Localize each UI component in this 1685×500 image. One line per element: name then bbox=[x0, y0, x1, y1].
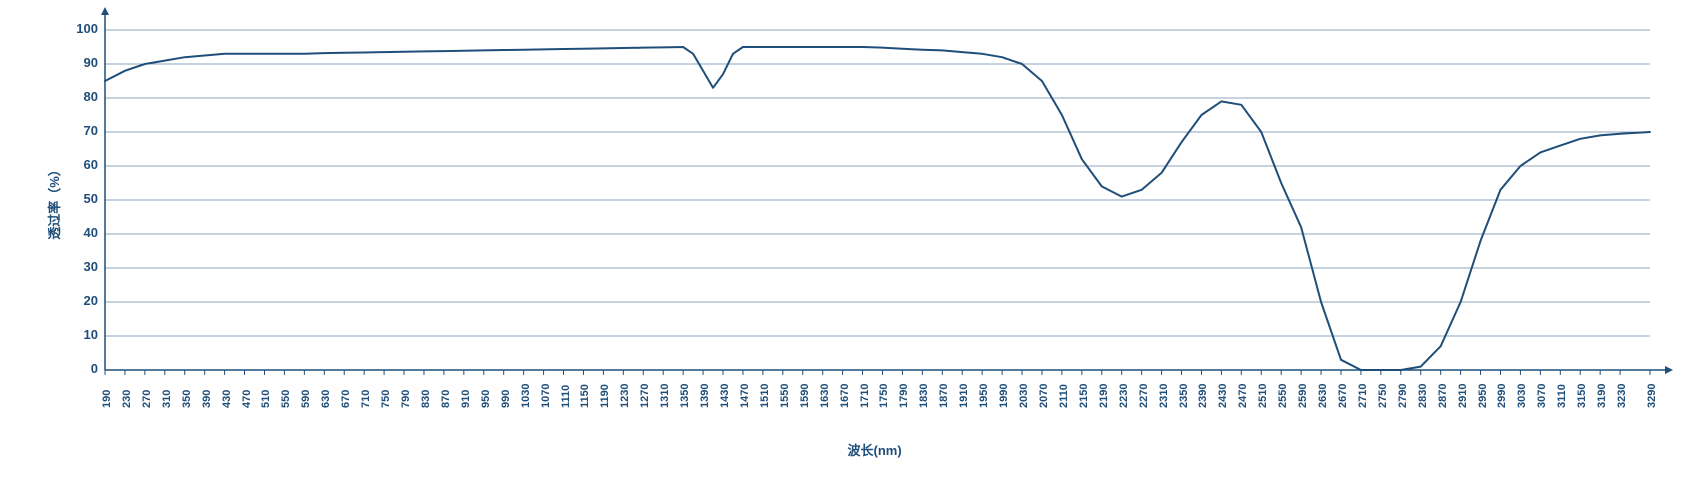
y-tick-label: 40 bbox=[63, 225, 98, 240]
y-tick-label: 90 bbox=[63, 55, 98, 70]
x-tick-label: 3030 bbox=[1516, 384, 1528, 408]
transmittance-line bbox=[105, 47, 1650, 370]
x-tick-label: 2910 bbox=[1457, 384, 1469, 408]
x-tick-label: 270 bbox=[141, 390, 153, 408]
x-tick-label: 1350 bbox=[679, 384, 691, 408]
x-tick-label: 2710 bbox=[1357, 384, 1369, 408]
y-tick-label: 80 bbox=[63, 89, 98, 104]
x-tick-label: 2270 bbox=[1138, 384, 1150, 408]
x-tick-label: 2830 bbox=[1417, 384, 1429, 408]
x-tick-label: 1030 bbox=[520, 384, 532, 408]
x-tick-label: 1750 bbox=[878, 384, 890, 408]
x-tick-label: 1390 bbox=[699, 384, 711, 408]
x-tick-label: 2350 bbox=[1178, 384, 1190, 408]
x-tick-label: 190 bbox=[101, 390, 113, 408]
x-tick-label: 3110 bbox=[1556, 384, 1568, 408]
x-tick-label: 1310 bbox=[659, 384, 671, 408]
y-tick-label: 50 bbox=[63, 191, 98, 206]
x-tick-label: 2990 bbox=[1496, 384, 1508, 408]
x-tick-label: 2030 bbox=[1018, 384, 1030, 408]
x-tick-label: 2630 bbox=[1317, 384, 1329, 408]
y-tick-label: 20 bbox=[63, 293, 98, 308]
x-tick-label: 2870 bbox=[1437, 384, 1449, 408]
x-tick-label: 1070 bbox=[540, 384, 552, 408]
x-tick-label: 870 bbox=[440, 390, 452, 408]
x-tick-label: 750 bbox=[380, 390, 392, 408]
x-tick-label: 910 bbox=[460, 390, 472, 408]
x-tick-label: 1510 bbox=[759, 384, 771, 408]
x-tick-label: 1910 bbox=[958, 384, 970, 408]
x-tick-label: 1630 bbox=[819, 384, 831, 408]
x-tick-label: 3190 bbox=[1596, 384, 1608, 408]
x-tick-label: 1230 bbox=[619, 384, 631, 408]
x-tick-label: 310 bbox=[161, 390, 173, 408]
x-tick-label: 1110 bbox=[560, 385, 572, 408]
x-tick-label: 2750 bbox=[1377, 384, 1389, 408]
chart-svg bbox=[0, 0, 1685, 500]
x-tick-label: 2550 bbox=[1277, 384, 1289, 408]
y-axis-label: 透过率（%） bbox=[44, 163, 63, 240]
x-tick-label: 3070 bbox=[1536, 384, 1548, 408]
y-tick-label: 30 bbox=[63, 259, 98, 274]
x-tick-label: 2110 bbox=[1058, 384, 1070, 408]
x-tick-label: 510 bbox=[260, 390, 272, 408]
x-tick-label: 1670 bbox=[839, 384, 851, 408]
y-tick-label: 100 bbox=[63, 21, 98, 36]
x-tick-label: 550 bbox=[280, 390, 292, 408]
x-tick-label: 2230 bbox=[1118, 384, 1130, 408]
x-tick-label: 2510 bbox=[1257, 384, 1269, 408]
x-tick-label: 950 bbox=[480, 390, 492, 408]
x-tick-label: 2150 bbox=[1078, 384, 1090, 408]
x-tick-label: 1870 bbox=[938, 384, 950, 408]
x-tick-label: 1190 bbox=[599, 384, 611, 408]
x-tick-label: 790 bbox=[400, 390, 412, 408]
x-tick-label: 1590 bbox=[799, 384, 811, 408]
x-tick-label: 1710 bbox=[859, 384, 871, 408]
x-tick-label: 430 bbox=[221, 390, 233, 408]
x-tick-label: 2430 bbox=[1217, 384, 1229, 408]
x-tick-label: 230 bbox=[121, 390, 133, 408]
x-tick-label: 590 bbox=[300, 390, 312, 408]
x-tick-label: 630 bbox=[320, 390, 332, 408]
x-tick-label: 2390 bbox=[1197, 384, 1209, 408]
x-tick-label: 990 bbox=[500, 390, 512, 408]
x-tick-label: 1950 bbox=[978, 384, 990, 408]
x-tick-label: 3150 bbox=[1576, 384, 1588, 408]
x-tick-label: 1550 bbox=[779, 384, 791, 408]
x-tick-label: 2190 bbox=[1098, 384, 1110, 408]
x-tick-label: 2790 bbox=[1397, 384, 1409, 408]
x-tick-label: 1990 bbox=[998, 384, 1010, 408]
x-tick-label: 2590 bbox=[1297, 384, 1309, 408]
x-tick-label: 2670 bbox=[1337, 384, 1349, 408]
x-tick-label: 470 bbox=[241, 390, 253, 408]
x-tick-label: 1470 bbox=[739, 384, 751, 408]
x-tick-label: 1430 bbox=[719, 384, 731, 408]
x-tick-label: 2310 bbox=[1158, 384, 1170, 408]
transmittance-chart: 0102030405060708090100190230270310350390… bbox=[0, 0, 1685, 500]
y-tick-label: 10 bbox=[63, 327, 98, 342]
y-tick-label: 70 bbox=[63, 123, 98, 138]
x-tick-label: 670 bbox=[340, 390, 352, 408]
x-axis-arrow bbox=[1665, 366, 1673, 374]
x-tick-label: 710 bbox=[360, 390, 372, 408]
x-tick-label: 3290 bbox=[1646, 384, 1658, 408]
x-axis-label: 波长(nm) bbox=[848, 440, 902, 459]
y-tick-label: 60 bbox=[63, 157, 98, 172]
x-tick-label: 1150 bbox=[579, 384, 591, 408]
x-tick-label: 830 bbox=[420, 390, 432, 408]
x-tick-label: 2470 bbox=[1237, 384, 1249, 408]
x-tick-label: 390 bbox=[201, 390, 213, 408]
x-tick-label: 1270 bbox=[639, 384, 651, 408]
x-tick-label: 3230 bbox=[1616, 384, 1628, 408]
y-axis-arrow bbox=[101, 7, 109, 15]
y-tick-label: 0 bbox=[63, 361, 98, 376]
x-tick-label: 2070 bbox=[1038, 384, 1050, 408]
x-tick-label: 1830 bbox=[918, 384, 930, 408]
x-tick-label: 1790 bbox=[898, 384, 910, 408]
x-tick-label: 2950 bbox=[1477, 384, 1489, 408]
x-tick-label: 350 bbox=[181, 390, 193, 408]
